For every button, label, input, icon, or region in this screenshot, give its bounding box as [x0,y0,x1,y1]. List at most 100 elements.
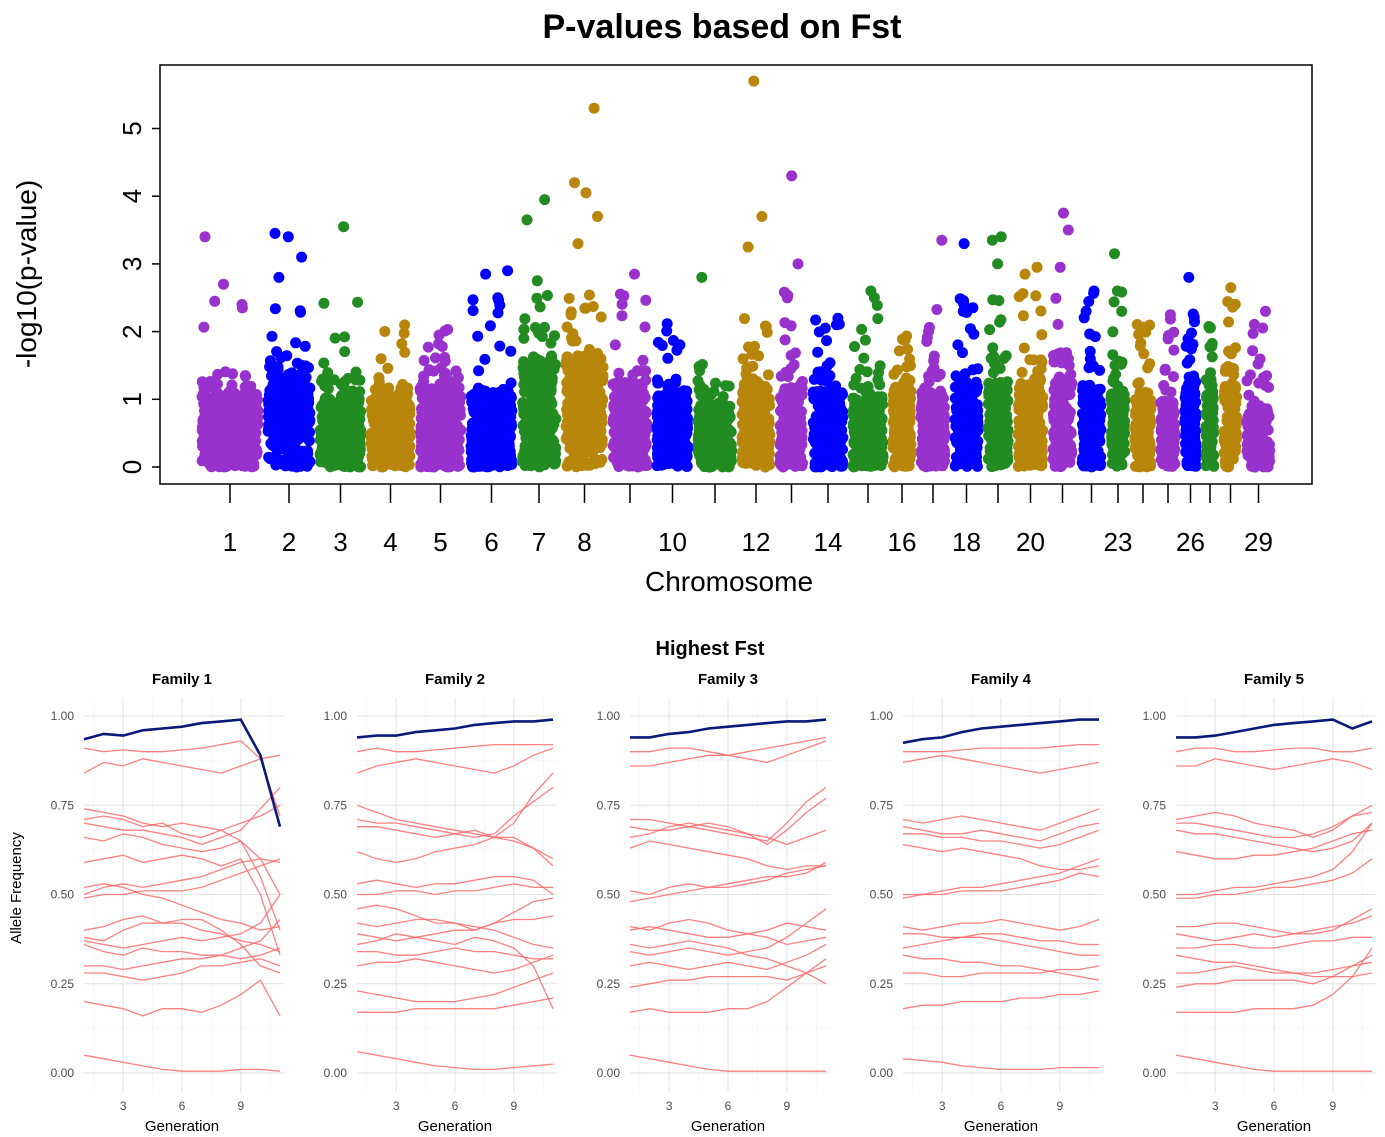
snp-point [267,423,279,435]
snp-point [661,325,673,337]
snp-point [698,384,710,395]
snp-point [635,431,646,443]
snp-point [496,445,508,457]
snp-point [278,427,289,439]
snp-point [423,443,434,455]
snp-point [479,430,490,442]
snp-point [414,385,426,397]
snp-point [321,437,333,449]
snp-point [204,440,216,451]
snp-point [583,344,595,355]
snp-point [560,421,572,432]
snp-point [851,437,863,449]
snp-point [534,301,546,313]
snp-point [493,294,505,306]
snp-point [812,346,824,358]
snp-point [227,393,239,405]
snp-point [902,424,914,435]
snp-point [452,443,464,454]
snp-point [831,421,843,433]
snp-point [724,440,736,452]
chromosome-11-points [692,359,738,473]
snp-point [428,460,440,472]
snp-point [638,410,650,421]
snp-point [717,398,729,409]
snp-point [742,429,754,441]
snp-point [960,398,972,410]
snp-point [472,330,484,342]
snp-point [949,432,961,444]
chromosome-12-points [736,313,776,473]
snp-point [609,339,621,351]
snp-point [579,302,591,314]
snp-point [964,323,976,335]
snp-point [967,364,979,376]
snp-point [396,338,408,350]
snp-point [616,310,628,322]
snp-point [751,376,763,387]
snp-point [379,326,391,337]
snp-point [640,365,652,377]
snp-point [793,405,805,417]
snp-point [779,436,791,448]
snp-point [578,360,590,371]
snp-point [401,390,413,402]
snp-point [926,365,938,377]
snp-point [872,374,884,386]
snp-point [922,400,934,411]
snp-point [596,454,608,465]
snp-point [467,305,479,317]
snp-point [723,424,735,436]
snp-point [196,424,208,436]
snp-point [319,380,331,392]
chromosome-9-points [607,288,653,473]
snp-point [588,375,600,387]
snp-point [499,397,511,409]
snp-point [518,323,530,335]
snp-point [621,437,633,449]
snp-point [328,374,340,386]
snp-point [848,392,860,404]
snp-point [640,294,652,306]
snp-point [527,366,539,377]
snp-point [230,457,242,469]
snp-point [486,407,498,419]
snp-point [790,392,802,404]
snp-point [494,340,506,352]
snp-point [658,418,670,430]
snp-point [783,458,795,470]
snp-point [594,442,606,454]
snp-point [850,447,862,459]
chromosome-6-points [465,292,518,473]
chromosome-3-points [314,296,367,473]
snp-point [524,418,536,430]
snp-point [350,366,362,378]
snp-point [383,388,395,400]
snp-point [243,434,255,446]
snp-point [240,371,252,382]
chromosome-16-points [887,330,917,473]
snp-point [342,372,354,384]
snp-point [198,321,210,333]
snp-point [484,320,496,332]
snp-point [596,361,608,373]
snp-point [755,415,767,427]
snp-point [613,367,625,379]
snp-point [972,381,983,393]
snp-point [813,409,825,421]
snp-point [543,452,555,464]
snp-point [616,298,628,310]
snp-point [861,366,873,378]
snp-point [748,456,760,468]
snp-point [749,340,760,352]
snp-point [213,404,225,416]
snp-point [344,450,356,462]
snp-point [386,414,398,426]
chromosome-8-points [560,289,609,473]
snp-point [489,391,501,403]
snp-point [611,439,623,451]
snp-point [276,443,288,455]
snp-point [672,404,684,416]
manhattan-plot-frame [159,64,1313,485]
snp-point [561,460,573,472]
